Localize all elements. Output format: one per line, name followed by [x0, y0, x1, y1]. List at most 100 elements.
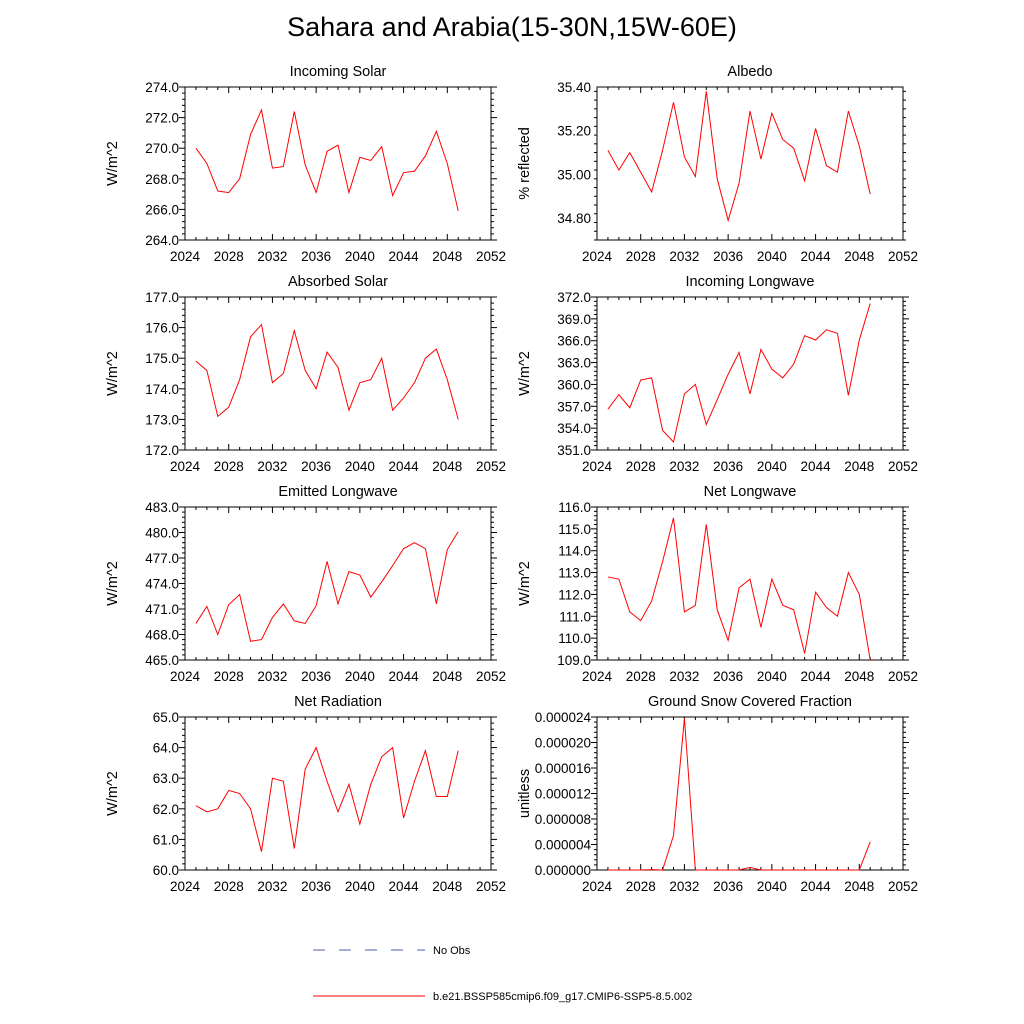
y-tick-label: 63.0	[153, 771, 179, 786]
series-line	[607, 517, 871, 661]
y-tick-label: 360.0	[557, 377, 591, 392]
y-tick-label: 60.0	[153, 863, 179, 878]
y-tick-label: 0.000016	[535, 761, 591, 776]
y-tick-label: 480.0	[145, 526, 179, 541]
x-tick-label: 2028	[214, 669, 244, 684]
y-tick-label: 363.0	[557, 356, 591, 371]
y-axis-label: W/m^2	[517, 561, 533, 606]
x-tick-label: 2036	[713, 249, 743, 264]
panel-incoming-longwave: Incoming Longwave W/m^2 2024 2028 2032 2036 20…	[517, 274, 918, 474]
x-tick-label: 2044	[389, 669, 420, 684]
panel-incoming-solar: Incoming Solar W/m^2 2024 2028 2032 2036 2040 2…	[105, 64, 506, 264]
y-axis-label: W/m^2	[105, 561, 121, 606]
x-tick-label: 2028	[626, 669, 656, 684]
x-tick-label: 2036	[713, 669, 743, 684]
x-tick-label: 2036	[713, 459, 743, 474]
plot-frame	[596, 296, 904, 451]
x-tick-label: 2036	[301, 249, 331, 264]
x-tick-label: 2028	[626, 459, 656, 474]
y-tick-label: 483.0	[145, 500, 179, 515]
x-tick-label: 2032	[257, 879, 287, 894]
x-tick-label: 2052	[888, 669, 918, 684]
y-axis-label: % reflected	[517, 127, 533, 200]
y-tick-label: 468.0	[145, 628, 179, 643]
y-tick-label: 372.0	[557, 290, 591, 305]
x-tick-label: 2024	[582, 249, 613, 264]
plot-frame	[184, 86, 492, 241]
y-tick-label: 35.00	[557, 167, 591, 182]
x-tick-label: 2032	[257, 669, 287, 684]
y-tick-label: 65.0	[153, 710, 179, 725]
plot-frame	[596, 716, 904, 871]
y-tick-label: 64.0	[153, 741, 179, 756]
panel-title: Absorbed Solar	[288, 274, 388, 290]
x-tick-label: 2032	[257, 459, 287, 474]
x-tick-label: 2052	[476, 669, 506, 684]
y-tick-label: 177.0	[145, 290, 179, 305]
y-tick-label: 274.0	[145, 80, 179, 95]
x-tick-label: 2044	[389, 879, 420, 894]
plot-frame	[184, 716, 492, 871]
series-line	[607, 718, 871, 871]
x-tick-label: 2024	[170, 249, 201, 264]
x-tick-label: 2028	[214, 249, 244, 264]
y-tick-label: 0.000008	[535, 812, 591, 827]
panel-title: Incoming Longwave	[686, 274, 815, 290]
x-tick-label: 2044	[389, 249, 420, 264]
y-tick-label: 266.0	[145, 202, 179, 217]
y-tick-label: 114.0	[558, 544, 591, 559]
y-axis-label: unitless	[517, 769, 533, 818]
x-tick-label: 2024	[170, 879, 201, 894]
series-line	[195, 323, 459, 420]
x-tick-label: 2024	[582, 669, 613, 684]
panel-title: Ground Snow Covered Fraction	[648, 694, 852, 710]
y-tick-label: 172.0	[145, 443, 179, 458]
legend: No Obs b.e21.BSSP585cmip6.f09_g17.CMIP6-…	[313, 945, 692, 1003]
x-tick-label: 2048	[432, 249, 462, 264]
y-tick-label: 0.000000	[535, 863, 591, 878]
x-tick-label: 2036	[301, 669, 331, 684]
series-line	[607, 91, 871, 223]
x-tick-label: 2040	[757, 879, 787, 894]
x-tick-label: 2052	[476, 249, 506, 264]
y-tick-label: 116.0	[558, 500, 591, 515]
series-line	[195, 531, 459, 642]
x-tick-label: 2048	[844, 669, 874, 684]
plot-frame	[596, 506, 904, 661]
series-line	[195, 746, 459, 852]
y-tick-label: 61.0	[153, 832, 179, 847]
y-tick-label: 176.0	[145, 321, 179, 336]
y-tick-label: 354.0	[557, 421, 591, 436]
x-tick-label: 2040	[757, 669, 787, 684]
x-tick-label: 2028	[626, 249, 656, 264]
y-tick-label: 477.0	[145, 551, 179, 566]
y-tick-label: 270.0	[145, 141, 179, 156]
x-tick-label: 2036	[301, 879, 331, 894]
panel-net-radiation: Net Radiation W/m^2 2024 2028 2032 2036 2040 20…	[105, 694, 506, 894]
x-tick-label: 2024	[582, 459, 613, 474]
y-tick-label: 112.0	[558, 587, 591, 602]
y-tick-label: 366.0	[557, 334, 591, 349]
x-tick-label: 2052	[476, 459, 506, 474]
x-tick-label: 2044	[801, 669, 832, 684]
y-tick-label: 173.0	[145, 412, 179, 427]
y-axis-label: W/m^2	[105, 351, 121, 396]
y-tick-label: 34.80	[557, 211, 591, 226]
y-tick-label: 115.0	[558, 522, 591, 537]
panel-net-longwave: Net Longwave W/m^2 2024 2028 2032 2036 2040 204…	[517, 484, 918, 684]
y-axis-label: W/m^2	[105, 141, 121, 186]
panel-grid: Incoming Solar W/m^2 2024 2028 2032 2036 2040 2…	[105, 64, 918, 894]
x-tick-label: 2032	[669, 459, 699, 474]
y-tick-label: 471.0	[145, 602, 179, 617]
plot-frame	[184, 506, 492, 661]
panel-title: Net Longwave	[704, 484, 797, 500]
x-tick-label: 2052	[888, 249, 918, 264]
panel-title: Albedo	[727, 64, 772, 80]
y-tick-label: 0.000020	[535, 736, 591, 751]
x-tick-label: 2044	[389, 459, 420, 474]
x-tick-label: 2024	[170, 669, 201, 684]
y-tick-label: 474.0	[145, 577, 179, 592]
y-tick-label: 272.0	[145, 111, 179, 126]
x-tick-label: 2048	[844, 879, 874, 894]
y-tick-label: 35.40	[557, 80, 591, 95]
